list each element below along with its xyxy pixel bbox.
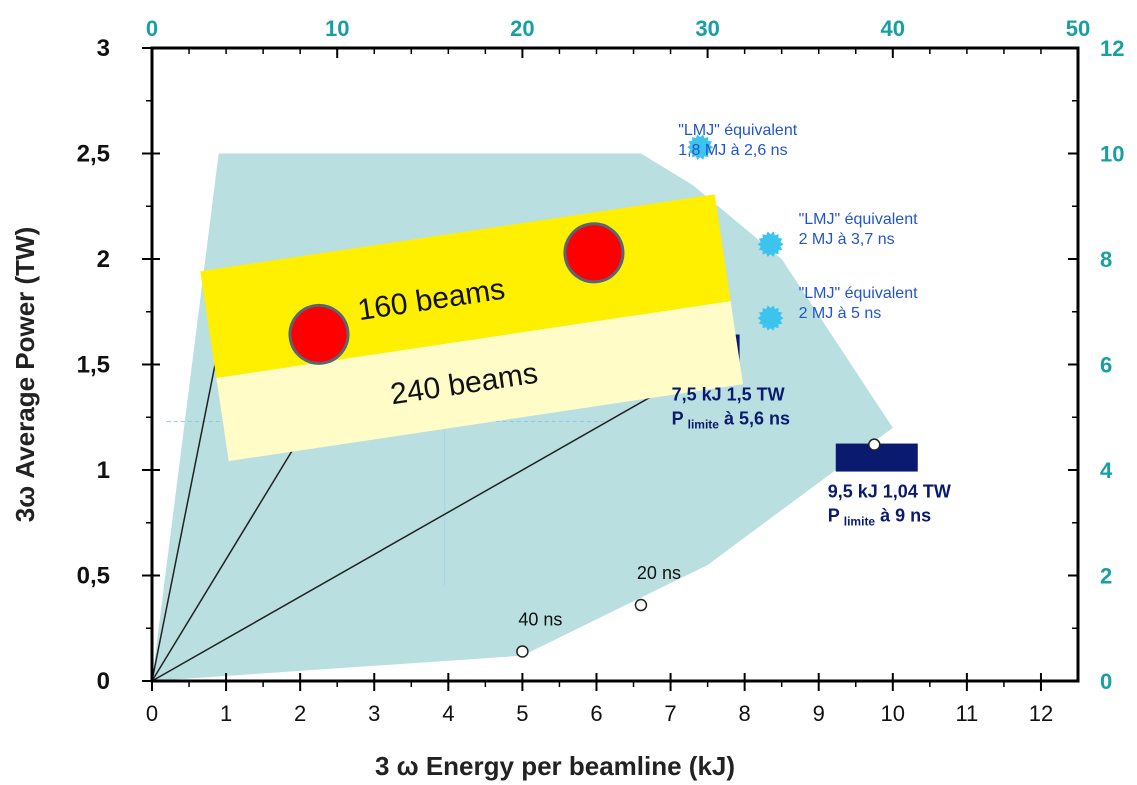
x-tick-label-5: 5 [516, 701, 528, 726]
y-tick-label-6: 3 [97, 35, 110, 62]
x-tick-label-12: 12 [1029, 701, 1053, 726]
top-tick-label-1: 10 [325, 16, 349, 41]
y-tick-label-2: 1 [97, 457, 110, 484]
y-tick-label-5: 2,5 [77, 141, 110, 168]
ns-point-0 [516, 645, 529, 658]
x-tick-label-4: 4 [442, 701, 454, 726]
right-tick-label-5: 10 [1100, 142, 1124, 167]
ns-label-0: 40 ns [518, 609, 562, 629]
lmj-label-line2-2: 2 MJ à 5 ns [799, 305, 882, 322]
top-tick-label-4: 40 [881, 16, 905, 41]
lmj-label-line1-0: "LMJ" équivalent [678, 122, 798, 139]
text-layer: 7,5 kJ 1,5 TW P limite à 5,6 ns 9,5 kJ 1,04… [10, 16, 1124, 781]
right-tick-label-1: 2 [1100, 564, 1112, 589]
x-tick-label-8: 8 [739, 701, 751, 726]
right-tick-label-0: 0 [1100, 669, 1112, 694]
band-dot-left [288, 303, 350, 365]
box-label-0: 7,5 kJ 1,5 TW [672, 385, 785, 405]
y-tick-label-4: 2 [97, 246, 110, 273]
top-tick-label-5: 50 [1066, 16, 1090, 41]
x-tick-label-0: 0 [146, 701, 158, 726]
band-240 [216, 301, 744, 462]
box-label-1: 9,5 kJ 1,04 TW [828, 482, 951, 502]
y-tick-label-3: 1,5 [77, 352, 110, 379]
lmj-label-line1-1: "LMJ" équivalent [799, 211, 919, 228]
top-tick-label-3: 30 [695, 16, 719, 41]
right-tick-label-3: 6 [1100, 353, 1112, 378]
ns-point-1 [634, 598, 648, 612]
right-tick-label-2: 4 [1100, 458, 1113, 483]
right-tick-label-4: 8 [1100, 247, 1112, 272]
x-tick-label-9: 9 [813, 701, 825, 726]
band-dot-right [563, 222, 625, 284]
ray-2 [151, 363, 708, 682]
x-tick-label-2: 2 [294, 701, 306, 726]
lmj-point-1 [757, 231, 784, 257]
right-tick-label-6: 12 [1100, 36, 1124, 61]
x-tick-label-1: 1 [220, 701, 232, 726]
frame-layer [142, 46, 1080, 691]
y-tick-label-0: 0 [97, 668, 110, 695]
x-tick-label-3: 3 [368, 701, 380, 726]
y-axis-title: 3ω Average Power (TW) [10, 227, 40, 523]
x-axis-title: 3 ω Energy per beamline (kJ) [375, 751, 735, 781]
lmj-label-line1-2: "LMJ" équivalent [799, 285, 919, 302]
y-tick-label-1: 0,5 [77, 563, 110, 590]
x-tick-label-6: 6 [590, 701, 602, 726]
lmj-point-2 [757, 305, 784, 331]
x-tick-label-11: 11 [955, 701, 978, 726]
ns-label-1: 20 ns [637, 563, 681, 583]
x-tick-label-10: 10 [881, 701, 905, 726]
lmj-label-line2-1: 2 MJ à 3,7 ns [799, 231, 895, 248]
top-tick-label-0: 0 [146, 16, 158, 41]
top-tick-label-2: 20 [510, 16, 534, 41]
lmj-point-0 [687, 134, 714, 160]
x-tick-label-7: 7 [664, 701, 676, 726]
lmj-label-line2-0: 1,8 MJ à 2,6 ns [678, 142, 787, 159]
ns-point-2 [868, 438, 881, 451]
